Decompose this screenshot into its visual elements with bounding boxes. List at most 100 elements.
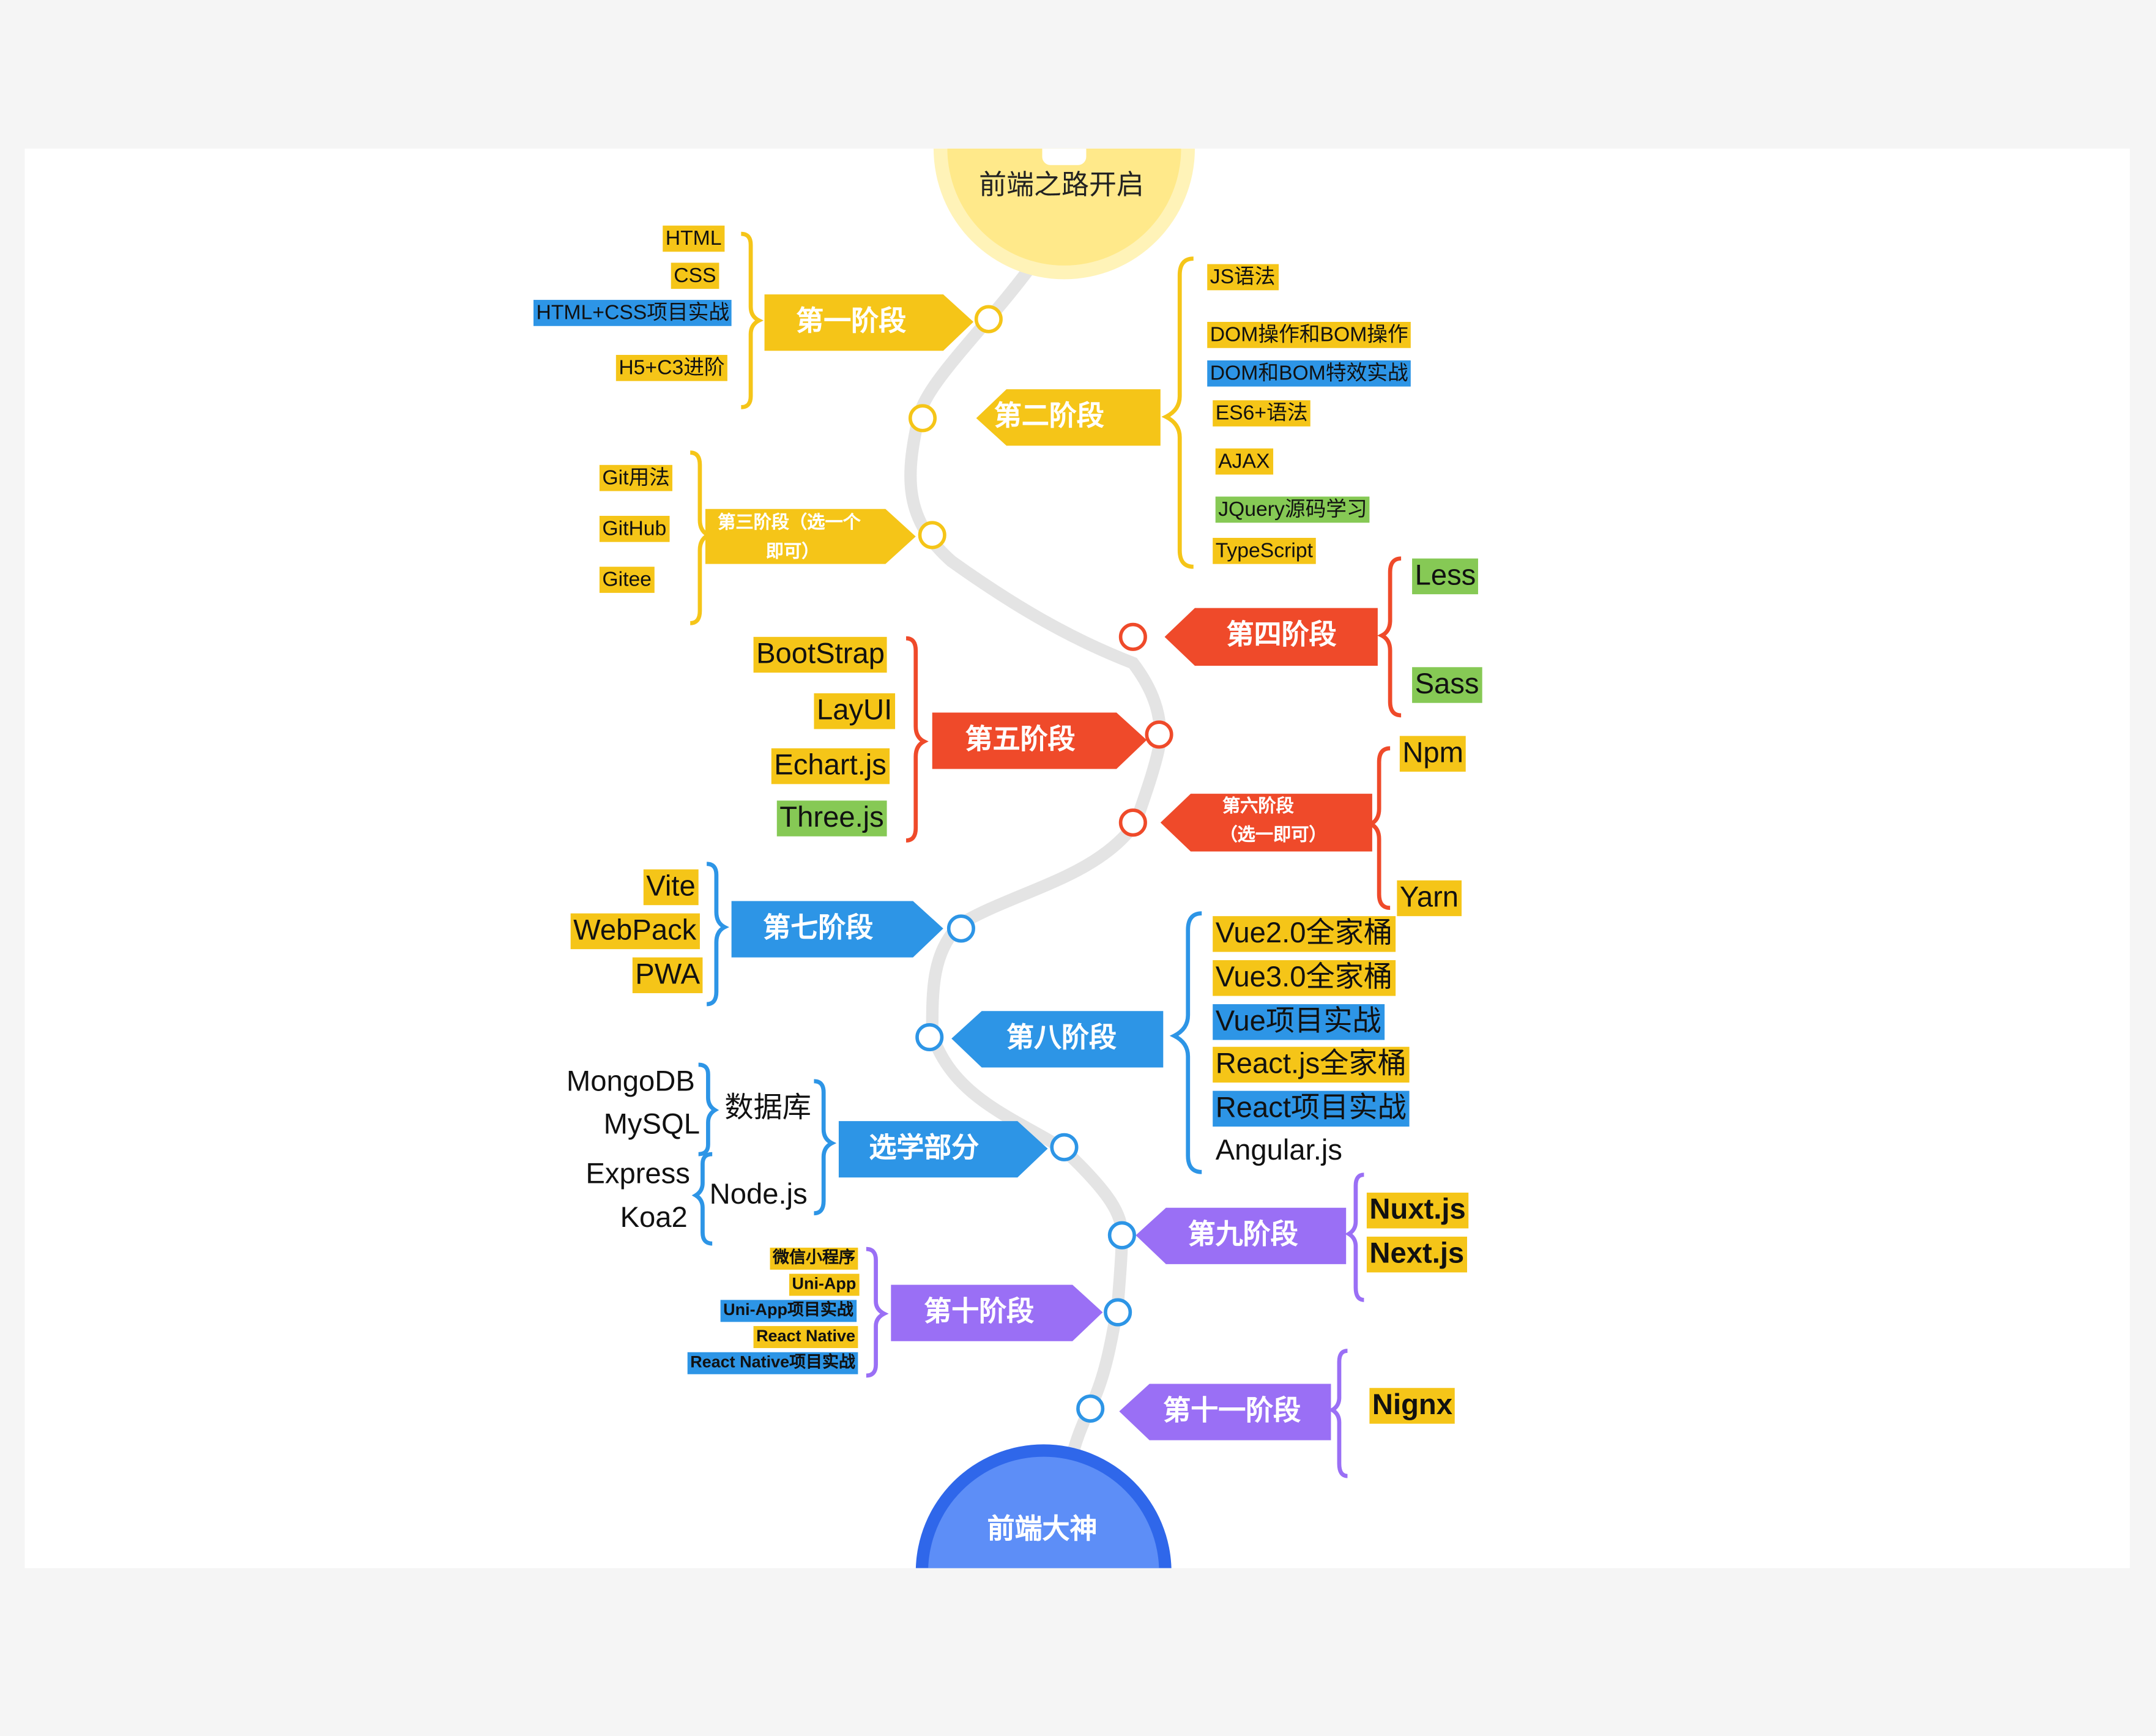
bracket-s9 — [1345, 1172, 1364, 1302]
end-node-label: 前端大神 — [987, 1514, 1098, 1545]
stage-label-s6-line2: （选一即可） — [1219, 824, 1327, 845]
stage-label-s6-line1: 第六阶段 — [1222, 795, 1294, 816]
connector-s8 — [915, 1023, 944, 1052]
bracket-s10 — [866, 1246, 889, 1378]
s1-item-project: HTML+CSS项目实战 — [533, 300, 732, 327]
s1-item-h5c3: H5+C3进阶 — [615, 354, 728, 382]
connector-s5 — [1145, 720, 1173, 749]
s9-item-next: Next.js — [1366, 1236, 1467, 1273]
s8-item-vue3: Vue3.0全家桶 — [1213, 960, 1396, 996]
stage-arrow-s9 — [1136, 1207, 1347, 1264]
s5-item-three: Three.js — [776, 800, 887, 837]
bracket-s5 — [905, 636, 929, 843]
bracket-s7 — [706, 862, 729, 1007]
opt-node-item-express: Express — [585, 1158, 690, 1190]
stage-label-s7: 第七阶段 — [763, 913, 874, 944]
stage-arrow-s10 — [891, 1284, 1103, 1341]
start-node — [947, 148, 1181, 266]
s10-item-wechat: 微信小程序 — [770, 1247, 858, 1270]
opt-db-item-mysql: MySQL — [603, 1108, 700, 1141]
s1-item-html: HTML — [663, 225, 725, 252]
start-node-label: 前端之路开启 — [979, 170, 1144, 201]
connector-opt — [1050, 1133, 1079, 1161]
bracket-s2 — [1161, 256, 1194, 569]
bracket-s6 — [1366, 746, 1391, 911]
s5-item-echart: Echart.js — [771, 748, 890, 784]
s7-item-vite: Vite — [643, 869, 699, 906]
s3-item-gitee: Gitee — [599, 567, 655, 594]
connector-s10 — [1104, 1298, 1132, 1327]
s10-item-uniapp: Uni-App — [789, 1273, 859, 1296]
stage-arrow-s1 — [764, 294, 974, 351]
connector-s4 — [1118, 622, 1147, 651]
s9-item-nuxt: Nuxt.js — [1366, 1193, 1469, 1229]
mind-map-canvas: 前端之路开启 前端大神 第一阶段 第二阶段 第三阶段（选一个 即可） 第四阶段 … — [24, 148, 2130, 1568]
s3-item-git: Git用法 — [599, 464, 673, 492]
bracket-s4 — [1377, 556, 1402, 718]
connector-s11 — [1076, 1394, 1105, 1423]
connector-s9 — [1107, 1221, 1136, 1250]
s10-item-rn: React Native — [753, 1326, 858, 1348]
s1-item-css: CSS — [671, 263, 719, 289]
s2-item-jquery: JQuery源码学习 — [1215, 496, 1370, 523]
opt-group-node-label: Node.js — [709, 1179, 808, 1211]
s4-item-less: Less — [1412, 558, 1479, 595]
s2-item-ajax: AJAX — [1215, 448, 1273, 475]
connector-s7 — [946, 914, 975, 943]
opt-group-db-label: 数据库 — [724, 1092, 811, 1124]
stage-arrow-s2 — [976, 389, 1161, 446]
opt-db-item-mongodb: MongoDB — [566, 1066, 695, 1098]
bracket-node — [691, 1152, 713, 1246]
bracket-s1 — [741, 231, 764, 409]
s11-item-nignx: Nignx — [1369, 1388, 1455, 1424]
stage-label-s2: 第二阶段 — [994, 401, 1104, 432]
stage-label-s3-line2: 即可） — [765, 540, 820, 562]
stage-arrow-s11 — [1119, 1384, 1331, 1440]
s7-item-webpack: WebPack — [570, 913, 699, 950]
stage-label-s11: 第十一阶段 — [1163, 1396, 1301, 1427]
connector-s3 — [918, 521, 946, 549]
stage-label-s8: 第八阶段 — [1006, 1023, 1117, 1054]
opt-node-item-koa2: Koa2 — [620, 1202, 688, 1234]
s4-item-sass: Sass — [1412, 667, 1482, 704]
stage-label-opt: 选学部分 — [869, 1133, 979, 1164]
stage-label-s9: 第九阶段 — [1188, 1220, 1298, 1251]
stage-label-s10: 第十阶段 — [924, 1297, 1035, 1328]
s8-item-react-project: React项目实战 — [1213, 1090, 1410, 1127]
bracket-s11 — [1328, 1349, 1348, 1478]
stage-label-s4: 第四阶段 — [1226, 620, 1337, 651]
end-node — [928, 1456, 1159, 1568]
s3-item-github: GitHub — [599, 515, 669, 543]
s7-item-pwa: PWA — [632, 957, 703, 994]
bracket-opt — [814, 1079, 837, 1216]
s2-item-js: JS语法 — [1207, 264, 1278, 291]
stage-arrow-s6 — [1160, 794, 1372, 852]
s2-item-dom: DOM操作和BOM操作 — [1207, 322, 1411, 349]
s5-item-layui: LayUI — [814, 693, 895, 729]
stage-arrow-opt — [838, 1121, 1048, 1178]
s8-item-vue2: Vue2.0全家桶 — [1213, 916, 1396, 952]
s8-item-angular: Angular.js — [1215, 1134, 1342, 1167]
s2-item-es6: ES6+语法 — [1213, 400, 1311, 427]
stage-label-s5: 第五阶段 — [965, 725, 1076, 756]
stage-arrow-s8 — [951, 1011, 1164, 1068]
s5-item-bootstrap: BootStrap — [753, 636, 888, 673]
s8-item-vue-project: Vue项目实战 — [1213, 1004, 1385, 1040]
connector-s2 — [908, 404, 937, 433]
bracket-s8 — [1169, 911, 1202, 1174]
stage-arrow-s3 — [705, 509, 916, 564]
s10-item-rn-project: React Native项目实战 — [687, 1352, 858, 1374]
bracket-db — [698, 1062, 719, 1157]
stage-label-s1: 第一阶段 — [796, 307, 907, 337]
stage-arrow-s4 — [1164, 608, 1378, 666]
s2-item-ts: TypeScript — [1213, 537, 1316, 565]
stage-label-s3-line1: 第三阶段（选一个 — [718, 512, 861, 532]
stage-arrow-s7 — [731, 901, 943, 958]
connector-s6 — [1118, 808, 1147, 837]
s2-item-dom-project: DOM和BOM特效实战 — [1207, 360, 1411, 387]
s6-item-npm: Npm — [1399, 736, 1466, 772]
connector-s1 — [974, 305, 1003, 333]
stage-arrow-s5 — [932, 712, 1147, 769]
s8-item-react: React.js全家桶 — [1213, 1046, 1410, 1083]
mind-map-graphics — [690, 148, 1402, 1568]
